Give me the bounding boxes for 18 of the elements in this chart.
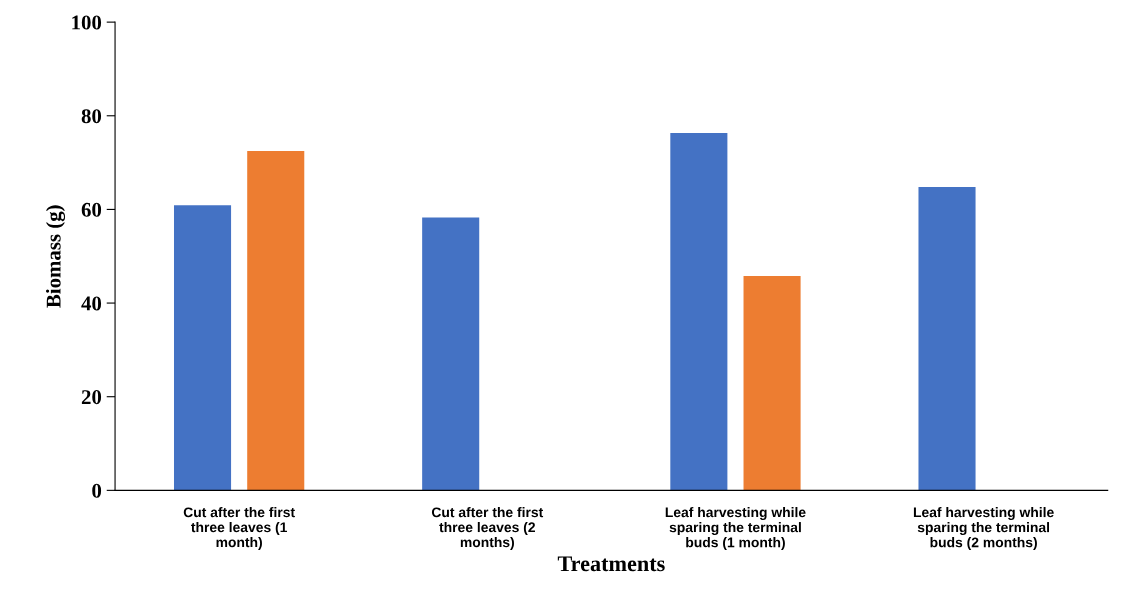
y-tick-label: 60 (81, 202, 102, 217)
y-tick-label: 20 (81, 390, 102, 405)
bar (422, 217, 480, 491)
bar (743, 275, 801, 491)
y-tick-label: 100 (72, 15, 102, 30)
x-tick-label: Leaf harvesting while sparing the terminal buds (1 month) (665, 507, 806, 551)
y-axis-title: Biomass (g) (46, 205, 66, 308)
y-tick-label: 80 (81, 109, 102, 124)
x-tick-label: Leaf harvesting while sparing the terminal buds (2 months) (913, 507, 1054, 551)
bar (670, 133, 728, 491)
bar (918, 186, 976, 491)
x-axis-title: Treatments (557, 556, 665, 572)
y-tick-label: 0 (92, 483, 102, 498)
y-tick-label: 40 (81, 296, 102, 311)
x-tick-label: Cut after the first three leaves (2 months) (431, 507, 544, 550)
bar (247, 150, 305, 491)
bar (173, 205, 232, 491)
x-tick-label: Cut after the first three leaves (1 month) (183, 507, 295, 550)
